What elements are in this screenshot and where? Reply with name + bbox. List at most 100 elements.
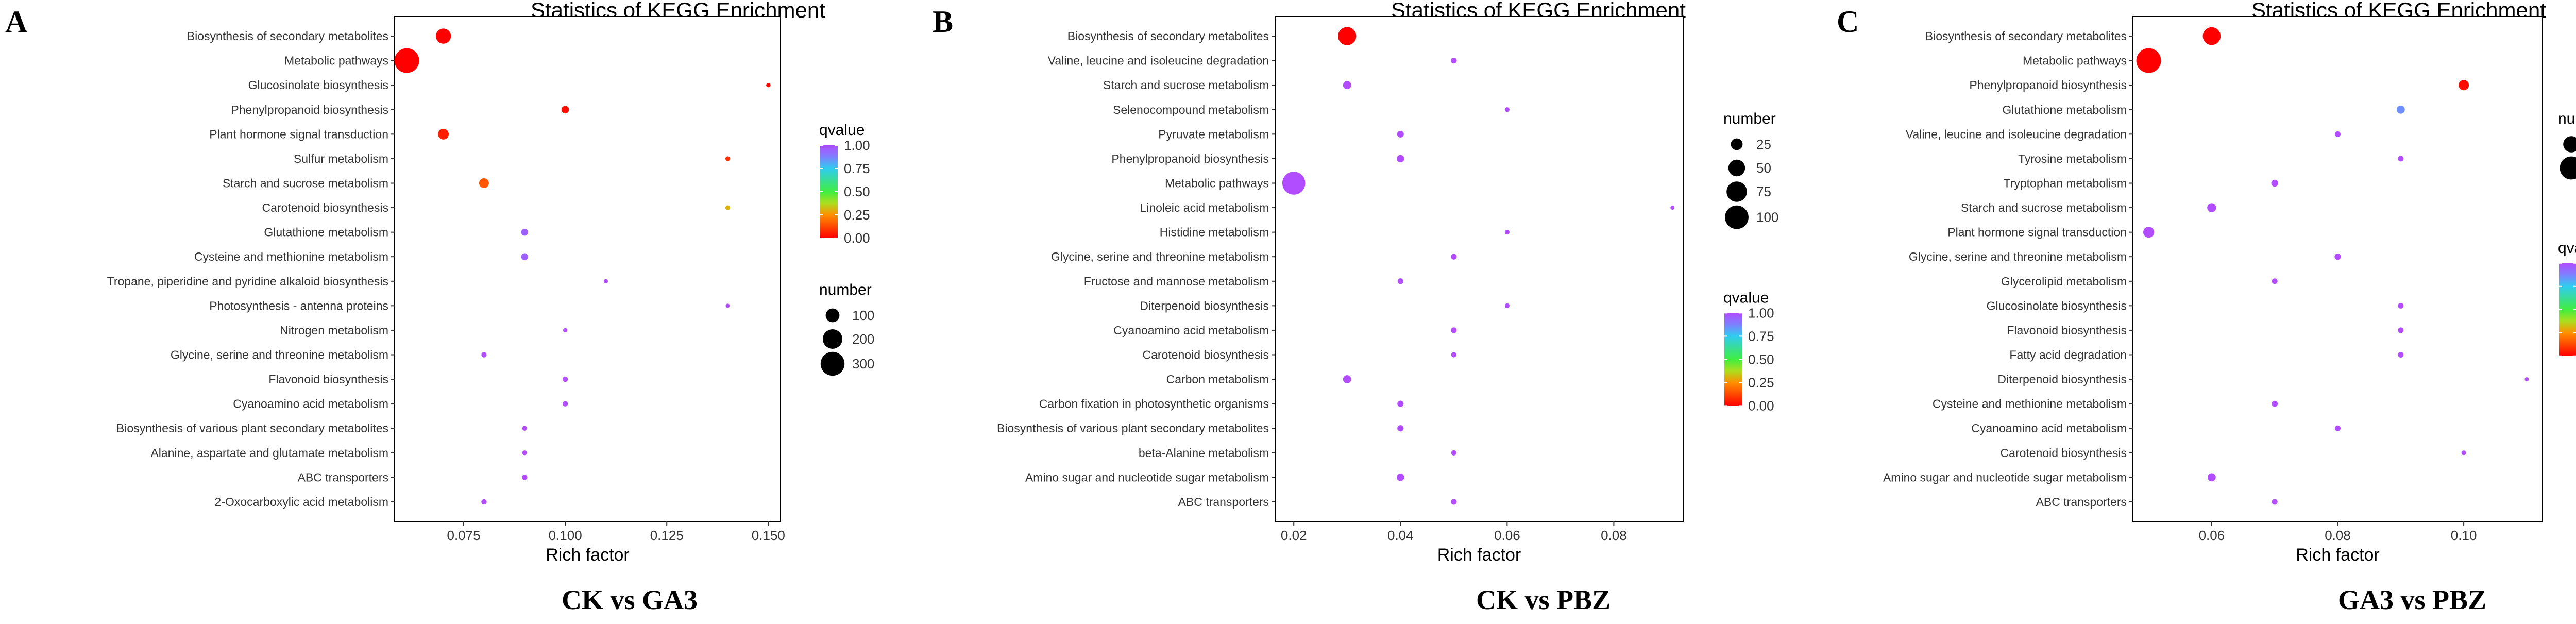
data-point bbox=[435, 28, 451, 44]
size-legend-label: 100 bbox=[852, 308, 874, 323]
category-label: Phenylpropanoid biosynthesis bbox=[1969, 78, 2127, 92]
data-point bbox=[561, 106, 569, 114]
colorbar-label: 0.75 bbox=[844, 161, 870, 176]
data-point bbox=[2524, 377, 2529, 382]
data-point bbox=[1451, 352, 1456, 358]
panel-a: A Statistics of KEGG EnrichmentBiosynthes… bbox=[5, 0, 874, 615]
panel-b: B Statistics of KEGG EnrichmentBiosynthes… bbox=[933, 0, 1778, 615]
size-legend-label: 100 bbox=[1756, 210, 1778, 225]
category-label: Metabolic pathways bbox=[1165, 176, 1269, 190]
panel-letter: C bbox=[1837, 5, 1859, 39]
category-label: Fatty acid degradation bbox=[2009, 348, 2127, 362]
category-label: Phenylpropanoid biosynthesis bbox=[231, 103, 388, 116]
colorbar-label: 1.00 bbox=[1748, 305, 1774, 321]
data-point bbox=[2207, 203, 2216, 212]
x-tick-label: 0.075 bbox=[447, 528, 480, 543]
category-label: ABC transporters bbox=[298, 470, 388, 484]
category-label: Biosynthesis of secondary metabolites bbox=[1067, 29, 1269, 43]
data-point bbox=[2398, 327, 2404, 333]
category-label: Glycerolipid metabolism bbox=[2001, 275, 2127, 288]
category-label: Cyanoamino acid metabolism bbox=[233, 397, 388, 411]
qvalue-legend-title: qvalue bbox=[2558, 240, 2576, 257]
category-label: Biosynthesis of various plant secondary … bbox=[116, 421, 388, 435]
data-point bbox=[2202, 27, 2221, 45]
panel-c: C Statistics of KEGG EnrichmentBiosynthes… bbox=[1837, 0, 2576, 615]
category-label: Sulfur metabolism bbox=[294, 152, 388, 165]
data-point bbox=[1338, 27, 1357, 45]
data-point bbox=[481, 499, 487, 505]
data-point bbox=[603, 279, 608, 283]
data-point bbox=[2459, 80, 2469, 91]
category-label: Histidine metabolism bbox=[1160, 226, 1269, 239]
data-point bbox=[481, 352, 487, 358]
data-point bbox=[725, 156, 731, 161]
category-label: beta-Alanine metabolism bbox=[1139, 446, 1269, 460]
data-point bbox=[1451, 254, 1457, 260]
data-point bbox=[725, 303, 730, 308]
data-point bbox=[1397, 130, 1404, 138]
category-label: Glucosinolate biosynthesis bbox=[1987, 299, 2127, 312]
x-tick-label: 0.08 bbox=[2325, 528, 2351, 543]
category-label: Carotenoid biosynthesis bbox=[1143, 348, 1269, 362]
x-tick-label: 0.06 bbox=[1494, 528, 1520, 543]
data-point bbox=[2398, 156, 2404, 162]
data-point bbox=[2271, 179, 2278, 187]
category-label: Carbon fixation in photosynthetic organi… bbox=[1039, 397, 1269, 411]
data-point bbox=[1451, 58, 1457, 64]
plot-area bbox=[394, 16, 781, 522]
category-label: Linoleic acid metabolism bbox=[1140, 201, 1269, 214]
category-label: Valine, leucine and isoleucine degradati… bbox=[1906, 127, 2127, 141]
data-point bbox=[562, 376, 568, 382]
data-point bbox=[1397, 278, 1403, 284]
category-label: Glutathione metabolism bbox=[2002, 103, 2127, 116]
data-point bbox=[2136, 48, 2161, 73]
category-label: Biosynthesis of secondary metabolites bbox=[187, 29, 388, 43]
data-point bbox=[563, 328, 568, 333]
category-label: Fructose and mannose metabolism bbox=[1084, 275, 1269, 288]
colorbar-label: 0.25 bbox=[1748, 375, 1774, 390]
data-point bbox=[1451, 499, 1457, 505]
panel-caption: CK vs PBZ bbox=[1476, 584, 1611, 615]
panel-caption: CK vs GA3 bbox=[562, 584, 698, 615]
data-point bbox=[438, 128, 449, 140]
data-point bbox=[2398, 352, 2404, 358]
colorbar-label: 0.00 bbox=[844, 230, 870, 246]
data-point bbox=[2461, 450, 2466, 456]
data-point bbox=[562, 401, 568, 407]
category-label: Plant hormone signal transduction bbox=[209, 127, 388, 141]
plot-area bbox=[1275, 16, 1684, 522]
category-label: Glycine, serine and threonine metabolism bbox=[171, 348, 388, 362]
panel-letter: A bbox=[5, 5, 27, 39]
data-point bbox=[2207, 473, 2216, 482]
category-label: Alanine, aspartate and glutamate metabol… bbox=[150, 446, 388, 460]
category-label: Starch and sucrose metabolism bbox=[1961, 201, 2127, 214]
data-point bbox=[479, 178, 489, 188]
colorbar-label: 0.50 bbox=[844, 184, 870, 199]
category-label: Selenocompound metabolism bbox=[1113, 103, 1269, 116]
category-label: Glycine, serine and threonine metabolism bbox=[1909, 250, 2127, 263]
x-tick-label: 0.150 bbox=[752, 528, 785, 543]
size-legend-label: 50 bbox=[1756, 160, 1771, 176]
data-point bbox=[2396, 105, 2405, 114]
x-axis-label: Rich factor bbox=[1437, 545, 1521, 565]
category-label: Starch and sucrose metabolism bbox=[1103, 78, 1269, 92]
category-label: Tryptophan metabolism bbox=[2004, 176, 2127, 190]
data-point bbox=[2272, 499, 2278, 505]
qvalue-legend-title: qvalue bbox=[1723, 289, 1769, 306]
category-label: Tyrosine metabolism bbox=[2018, 152, 2127, 165]
x-tick-label: 0.100 bbox=[549, 528, 582, 543]
data-point bbox=[2398, 302, 2404, 309]
category-label: Cyanoamino acid metabolism bbox=[1113, 324, 1269, 337]
x-tick-label: 0.10 bbox=[2451, 528, 2477, 543]
colorbar-label: 1.00 bbox=[844, 138, 870, 153]
category-label: Metabolic pathways bbox=[284, 54, 388, 68]
data-point bbox=[1397, 400, 1404, 407]
category-label: Diterpenoid biosynthesis bbox=[1997, 373, 2127, 386]
data-point bbox=[2334, 254, 2341, 260]
colorbar-label: 0.25 bbox=[844, 207, 870, 223]
data-point bbox=[2272, 278, 2278, 284]
panel-caption: GA3 vs PBZ bbox=[2338, 584, 2486, 615]
x-tick-label: 0.08 bbox=[1601, 528, 1627, 543]
data-point bbox=[1670, 206, 1675, 210]
data-point bbox=[1343, 375, 1351, 383]
